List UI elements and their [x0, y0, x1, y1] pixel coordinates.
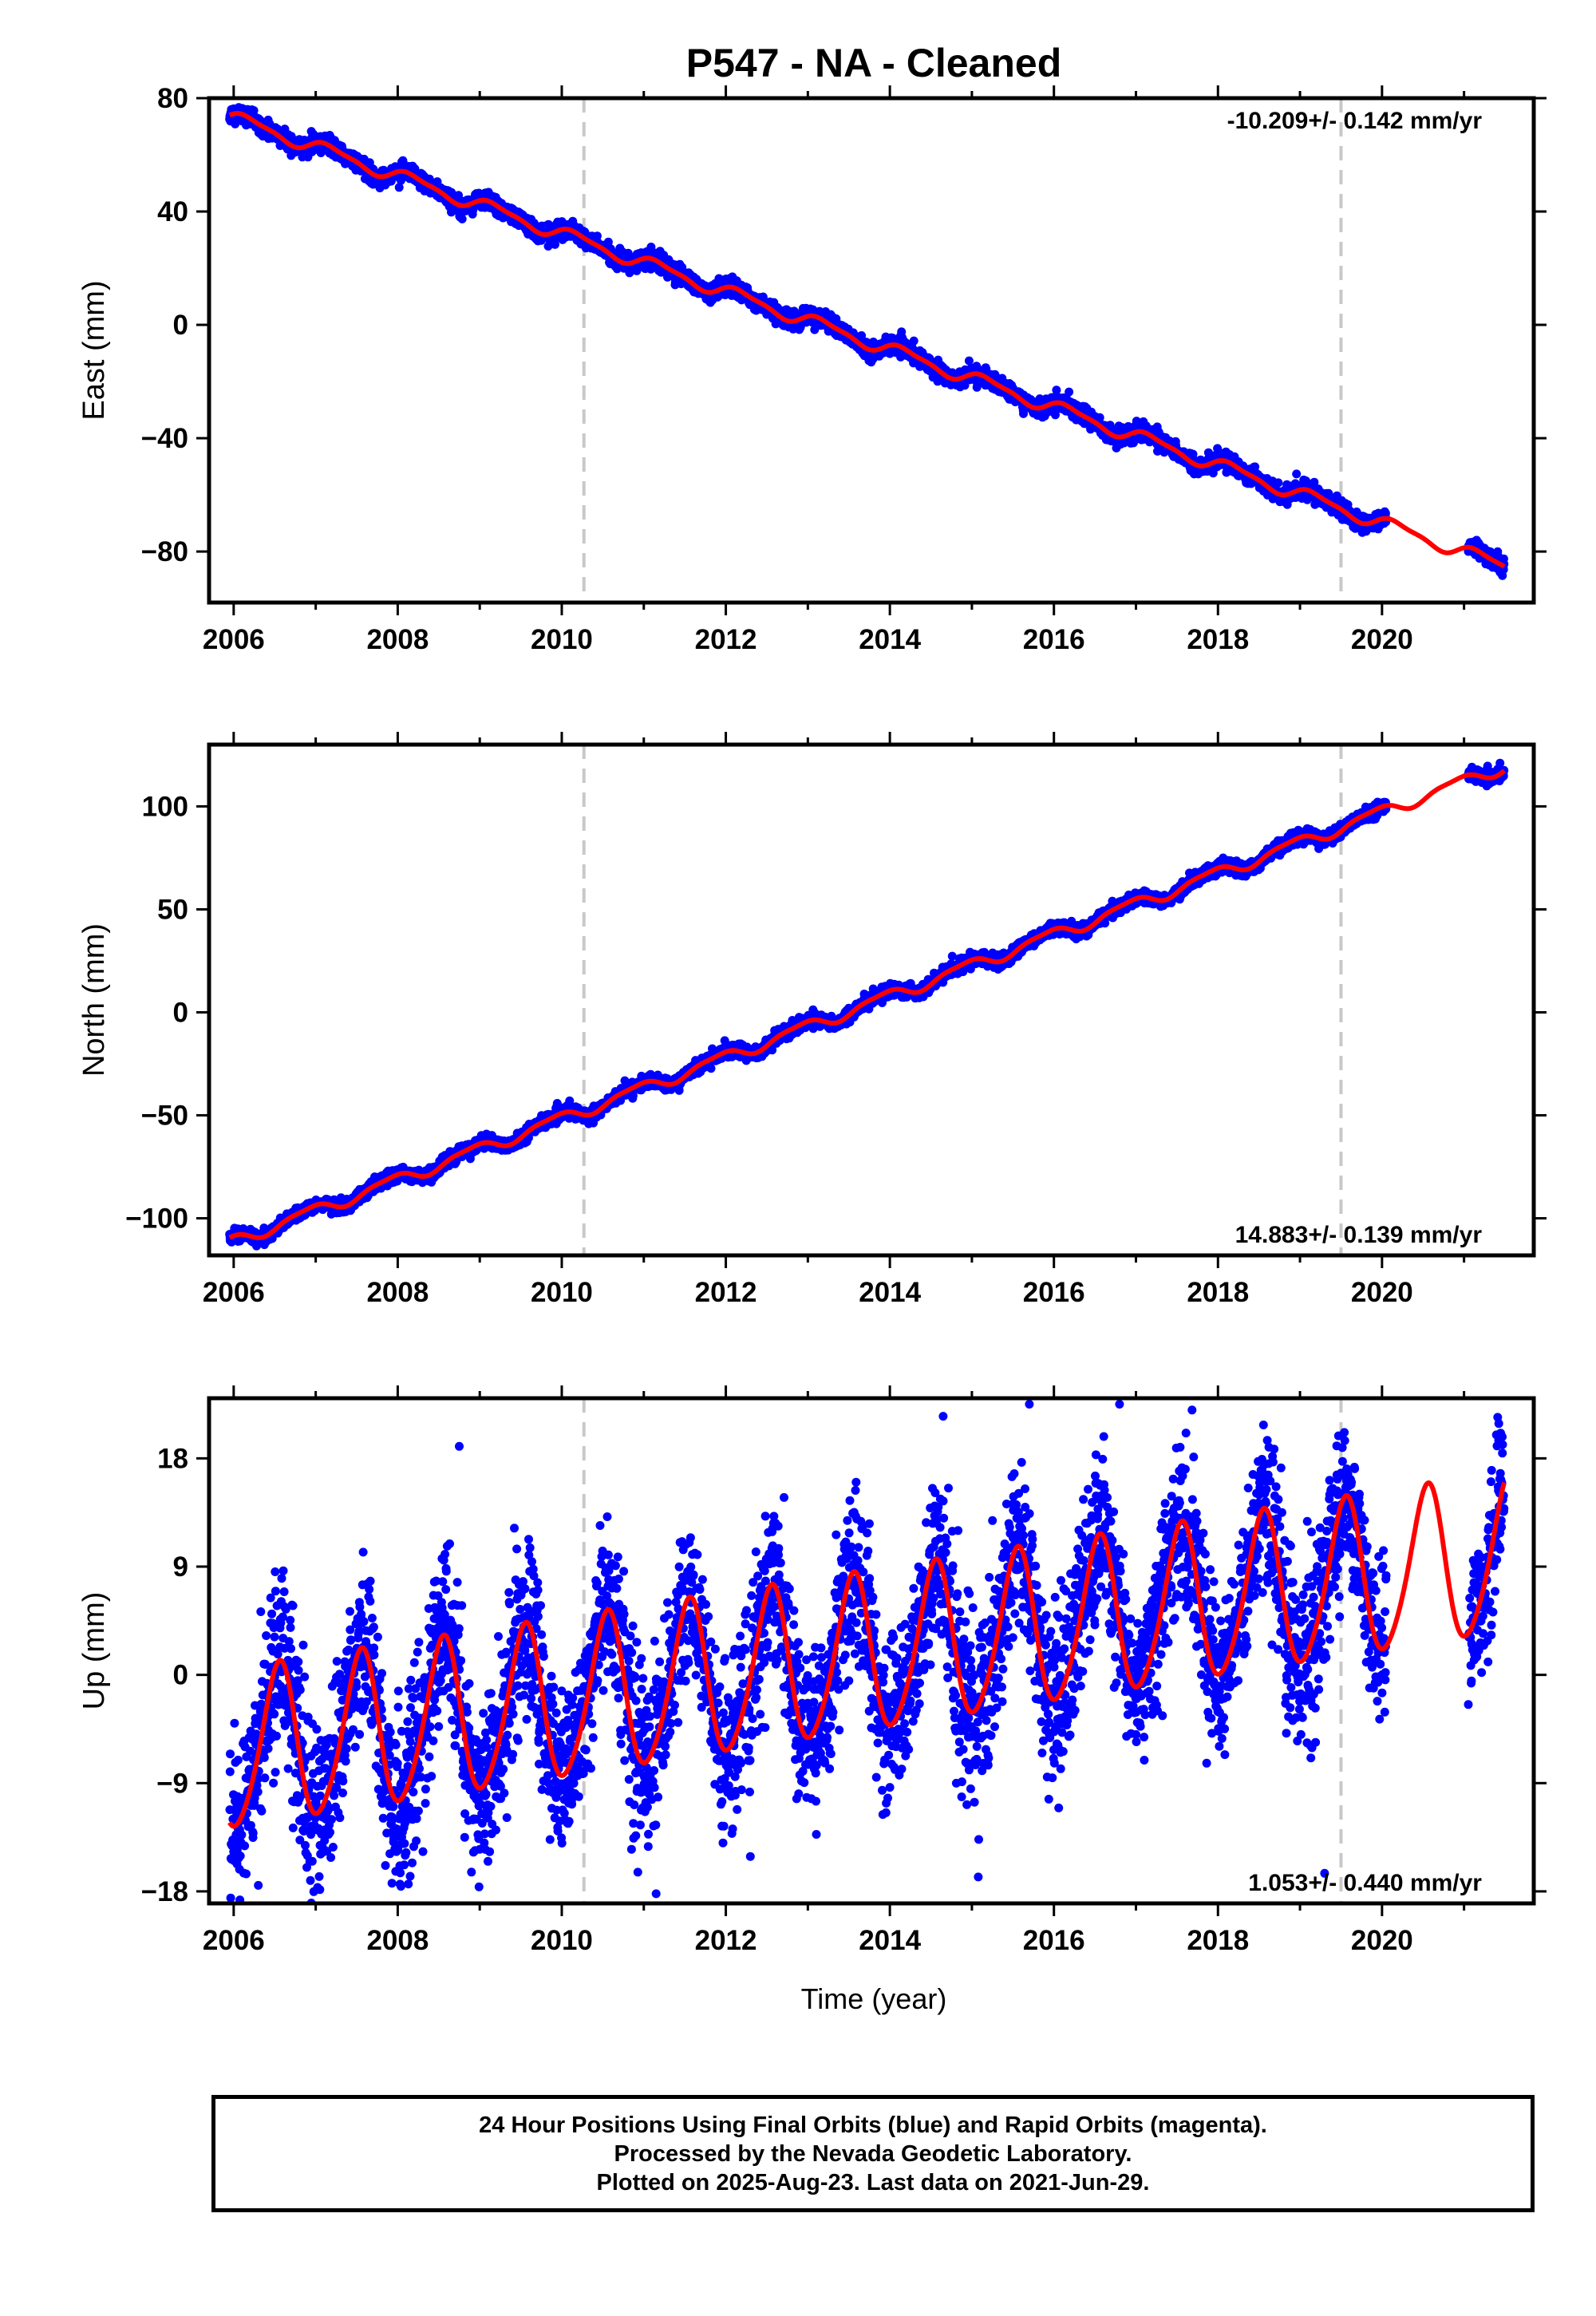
y-axis-label: East (mm): [77, 280, 111, 420]
x-tick-label: 2018: [1187, 624, 1249, 655]
x-tick-label: 2006: [203, 624, 265, 655]
y-tick-label: −80: [141, 536, 188, 567]
east-panel: −80 −40 0 40 80 2006 2008 2010 2012 2014 2016 2018 2…: [77, 83, 1547, 655]
x-tick-label: 2020: [1351, 624, 1413, 655]
y-tick-label: 80: [157, 83, 188, 114]
y-tick-label: 40: [157, 196, 188, 227]
data-points: [225, 103, 1509, 580]
x-tick-label: 2008: [366, 624, 429, 655]
x-tick-label: 2016: [1023, 624, 1085, 655]
data-point: [1292, 469, 1302, 479]
x-tick-label: 2012: [695, 624, 757, 655]
data-point: [632, 266, 642, 275]
figure-title: P547 - NA - Cleaned: [686, 41, 1062, 85]
x-tick-label: 2014: [859, 624, 921, 655]
data-point: [1052, 385, 1061, 395]
data-point: [603, 237, 613, 247]
data-point: [249, 106, 259, 115]
data-point: [1095, 413, 1104, 422]
rate-annotation: -10.209+/- 0.142 mm/yr: [1227, 108, 1483, 134]
data-point: [457, 214, 467, 223]
y-tick-label: −40: [141, 423, 188, 454]
data-point: [1065, 387, 1074, 397]
y-tick-label: 0: [173, 310, 188, 341]
data-point: [1274, 478, 1283, 488]
plot-area: [225, 745, 1509, 1255]
data-point: [909, 336, 918, 346]
plot-area: [225, 98, 1509, 603]
data-point: [394, 183, 404, 192]
x-tick-label: 2010: [531, 624, 593, 655]
